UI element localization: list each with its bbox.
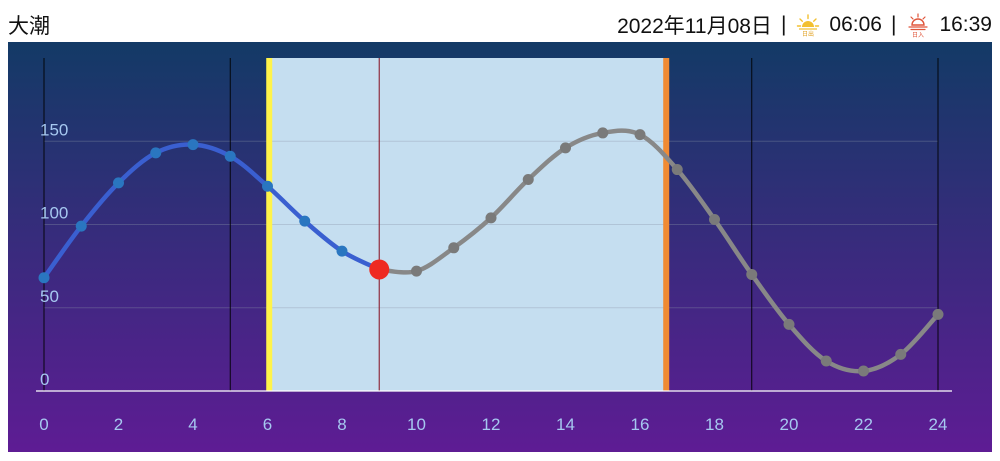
sunset-icon-text: 日入 xyxy=(912,32,924,38)
tide-point-past xyxy=(262,180,273,192)
x-tick-label: 14 xyxy=(556,415,575,434)
separator: | xyxy=(890,13,897,36)
tide-point-future xyxy=(746,268,758,280)
tide-point-future xyxy=(671,164,683,176)
tide-point-future xyxy=(895,348,907,360)
tide-point-past xyxy=(75,220,87,232)
y-tick-label: 100 xyxy=(40,204,68,223)
y-tick-label: 0 xyxy=(40,370,49,389)
x-tick-label: 4 xyxy=(188,415,197,434)
sunrise-icon: 日出 xyxy=(795,12,821,38)
x-tick-label: 12 xyxy=(482,415,501,434)
tide-chart: 0 50 100 150 0 2 4 6 8 10 12 14 16 18 20 22 24 xyxy=(8,42,992,452)
x-tick-label: 16 xyxy=(631,415,650,434)
x-tick-label: 10 xyxy=(407,415,426,434)
tide-point-past xyxy=(150,147,162,159)
tide-point-future xyxy=(560,142,571,154)
tide-type-label: 大潮 xyxy=(8,15,50,38)
tide-point-future xyxy=(634,129,646,141)
tide-point-future xyxy=(485,212,497,224)
tide-point-future xyxy=(448,242,460,254)
sunrise-icon-text: 日出 xyxy=(802,30,814,38)
x-tick-label: 2 xyxy=(114,415,123,434)
tide-point-past xyxy=(113,177,124,189)
x-tick-label: 8 xyxy=(337,415,346,434)
tide-point-past xyxy=(336,245,348,257)
tide-point-future xyxy=(522,174,534,186)
tide-point-future xyxy=(932,308,944,320)
chart-header: 大潮 2022年11月08日 | 日出 06:06 | xyxy=(0,0,1000,42)
y-tick-label: 50 xyxy=(40,287,59,306)
sunrise-bar xyxy=(266,58,273,391)
separator: | xyxy=(780,13,787,36)
sunset-icon: 日入 xyxy=(905,12,931,39)
tide-point-past xyxy=(224,150,236,162)
x-tick-label: 18 xyxy=(705,415,724,434)
x-tick-label: 6 xyxy=(263,415,272,434)
date-sun-info: 2022年11月08日 | 日出 06:06 | xyxy=(617,10,992,40)
x-tick-label: 24 xyxy=(929,415,948,434)
tide-point-future xyxy=(783,318,795,330)
tide-line-past xyxy=(41,142,382,281)
tide-point-future xyxy=(597,127,609,139)
x-tick-label: 22 xyxy=(854,415,873,434)
tide-point-future xyxy=(411,265,422,277)
tide-point-past xyxy=(299,215,311,227)
tide-line-future xyxy=(377,128,941,374)
sunset-bar xyxy=(663,58,670,391)
tide-point-future xyxy=(709,214,720,226)
current-tide-point xyxy=(369,259,390,280)
tide-point-future xyxy=(858,365,869,377)
daylight-region xyxy=(271,58,665,391)
x-tick-label: 0 xyxy=(39,415,48,434)
x-tick-label: 20 xyxy=(780,415,799,434)
sunrise-time: 06:06 xyxy=(829,13,882,36)
tide-point-past xyxy=(38,272,50,284)
date-label: 2022年11月08日 xyxy=(617,15,772,38)
sunset-time: 16:39 xyxy=(939,13,992,36)
y-tick-label: 150 xyxy=(40,120,68,139)
tide-point-past xyxy=(187,139,199,151)
tide-point-future xyxy=(820,355,832,367)
